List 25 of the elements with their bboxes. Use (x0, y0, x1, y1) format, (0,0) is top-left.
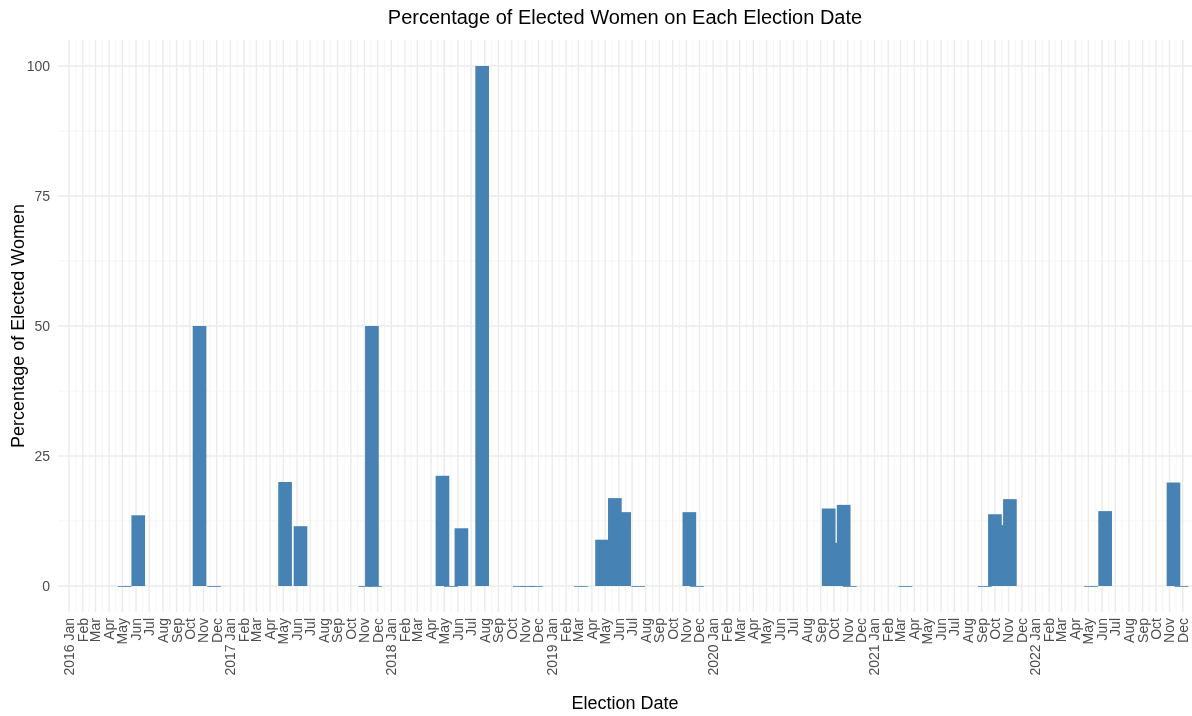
x-tick-label: Jul (623, 618, 640, 636)
bar (192, 326, 207, 586)
y-axis-title: Percentage of Elected Women (8, 204, 28, 448)
bar (278, 482, 292, 586)
x-tick-label: Aug (637, 618, 654, 643)
bar (475, 66, 489, 586)
y-tick-label: 50 (34, 317, 51, 334)
y-tick-label: 0 (42, 577, 51, 594)
x-tick-label: Apr (906, 617, 923, 640)
chart-title: Percentage of Elected Women on Each Election Date (387, 6, 863, 28)
bar (1098, 511, 1112, 586)
y-tick-label: 25 (34, 447, 51, 464)
x-tick-label: Mar (892, 617, 909, 643)
y-tick-label: 75 (34, 187, 51, 204)
x-tick-label: Apr (1067, 617, 1084, 640)
x-tick-label: 2021 Jan (866, 618, 883, 676)
x-tick-label: Apr (101, 617, 118, 640)
x-axis-title: Election Date (571, 693, 679, 713)
x-tick-label: Apr (745, 617, 762, 640)
x-tick-label: Mar (1053, 617, 1070, 643)
bar (293, 526, 308, 586)
bar (131, 515, 146, 586)
x-tick-label: 2016 Jan (60, 618, 77, 676)
x-tick-label: 2022 Jan (1027, 618, 1044, 676)
y-tick-label: 100 (26, 57, 51, 74)
